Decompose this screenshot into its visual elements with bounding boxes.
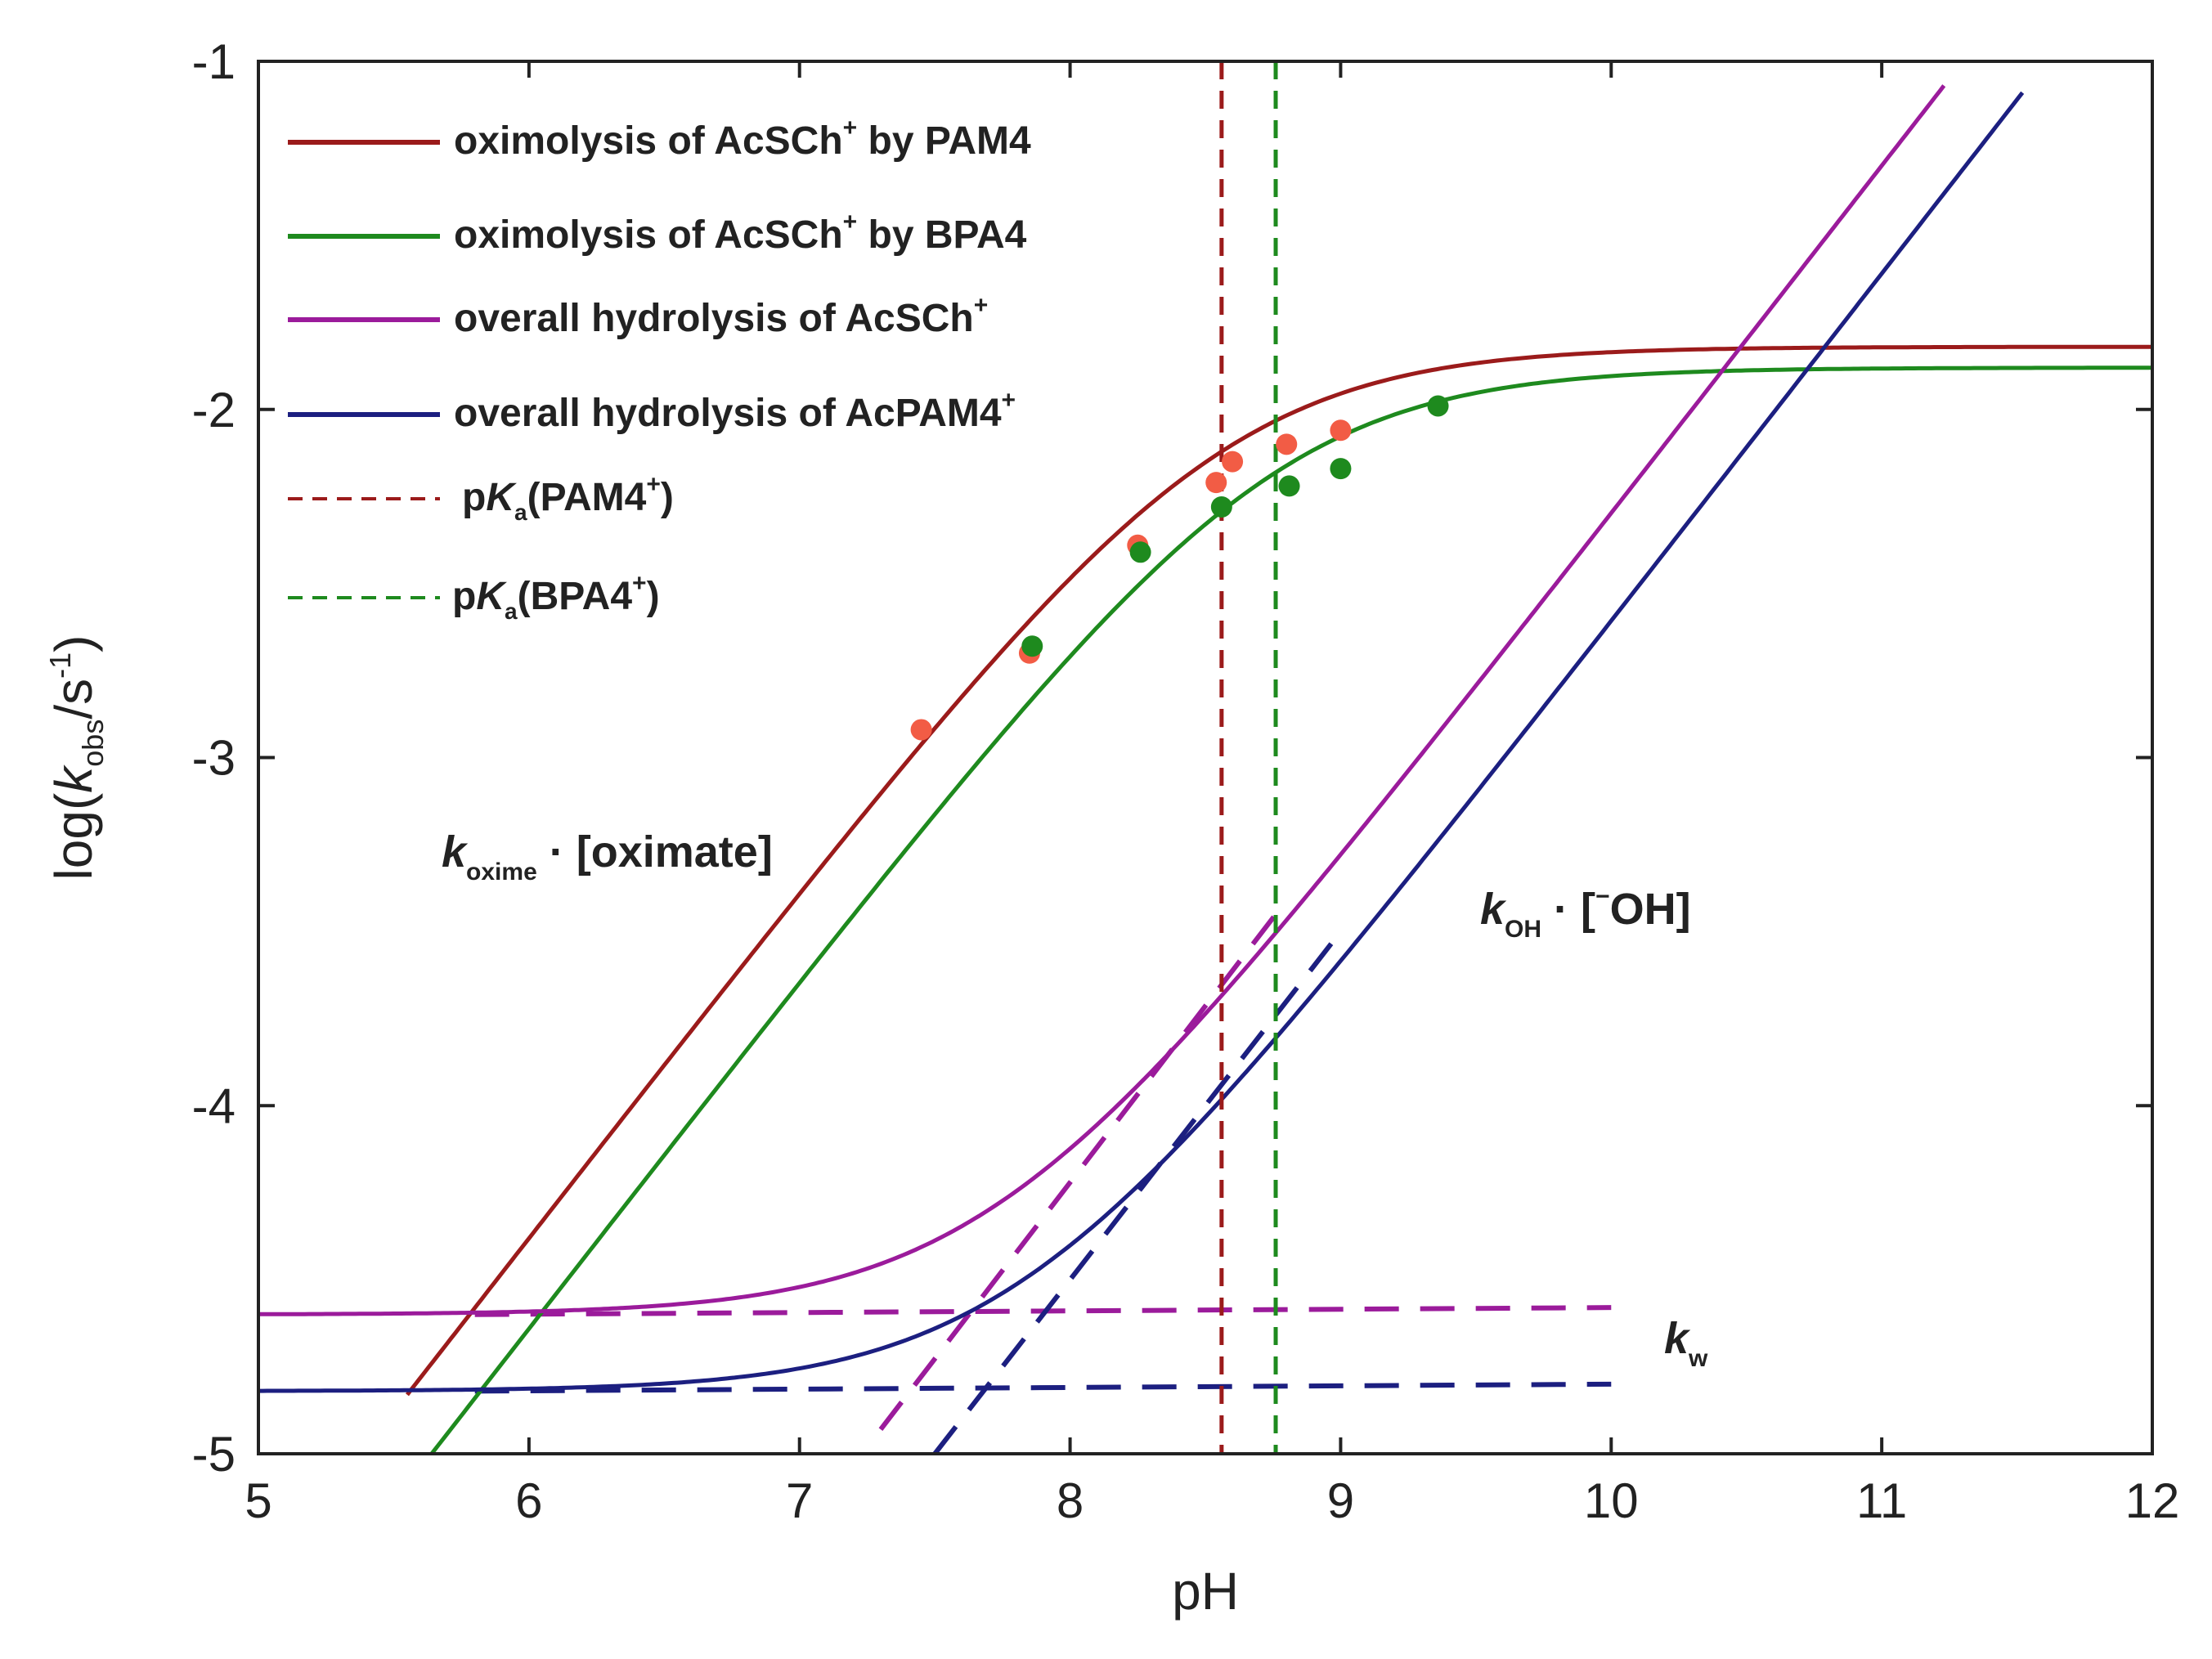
- legend: oximolysis of AcSCh+ by PAM4 oximolysis o…: [288, 114, 1031, 624]
- annotation-k_w: kw: [1664, 1314, 1708, 1372]
- annotations: koxime · [oximate] kOH · [−OH] kw: [442, 827, 1708, 1372]
- x-tick-label: 6: [515, 1473, 542, 1528]
- data-point-1-4: [1330, 458, 1352, 480]
- data-point-1-3: [1278, 475, 1300, 497]
- data-point-0-6: [1330, 419, 1352, 442]
- data-point-0-0: [910, 719, 932, 741]
- legend-label-1: oximolysis of AcSCh+ by BPA4: [454, 208, 1027, 257]
- y-tick-label: -2: [192, 383, 236, 437]
- x-tick-label: 9: [1327, 1473, 1354, 1528]
- x-tick-label: 10: [1584, 1473, 1639, 1528]
- x-tick-label: 12: [2125, 1473, 2180, 1528]
- plot-content: [258, 61, 2152, 1454]
- y-tick-label: -3: [192, 731, 236, 786]
- y-axis-title: log(kobs/s-1): [43, 635, 110, 881]
- x-tick-label: 8: [1057, 1473, 1084, 1528]
- series-line-0: [406, 344, 2152, 1397]
- y-tick-label: -4: [192, 1078, 236, 1133]
- legend-label-0: oximolysis of AcSCh+ by PAM4: [454, 114, 1031, 163]
- data-point-1-5: [1427, 395, 1449, 417]
- data-point-1-1: [1129, 541, 1151, 563]
- y-tick-label: -1: [192, 34, 236, 89]
- data-point-0-5: [1276, 433, 1298, 455]
- x-tick-label: 11: [1856, 1473, 1907, 1528]
- annotation-k_OH: kOH · [−OH]: [1480, 883, 1691, 943]
- y-tick-label: -5: [192, 1427, 236, 1482]
- series-line-1: [428, 365, 2152, 1454]
- x-tick-label: 7: [786, 1473, 813, 1528]
- x-axis-title: pH: [1172, 1562, 1239, 1621]
- series-line-2: [258, 84, 1946, 1316]
- legend-label-5: pKa(BPA4+): [452, 570, 660, 624]
- asymptote-line-1: [474, 1381, 1612, 1394]
- data-point-1-2: [1210, 495, 1232, 518]
- legend-label-4: pKa(PAM4+): [462, 471, 674, 525]
- legend-label-2: overall hydrolysis of AcSCh+: [454, 292, 988, 340]
- annotation-k_oxime: koxime · [oximate]: [442, 827, 773, 886]
- data-point-0-4: [1222, 451, 1244, 473]
- legend-label-3: overall hydrolysis of AcPAM4+: [454, 387, 1016, 435]
- x-tick-label: 5: [245, 1473, 271, 1528]
- data-point-0-3: [1205, 472, 1227, 494]
- data-point-1-0: [1021, 635, 1043, 657]
- series-line-3: [258, 91, 2025, 1393]
- axes: 5 6 7 8 9 10 11 12 -5 -4 -3 -2 -1 pH log(kobs/s-1): [43, 34, 2179, 1621]
